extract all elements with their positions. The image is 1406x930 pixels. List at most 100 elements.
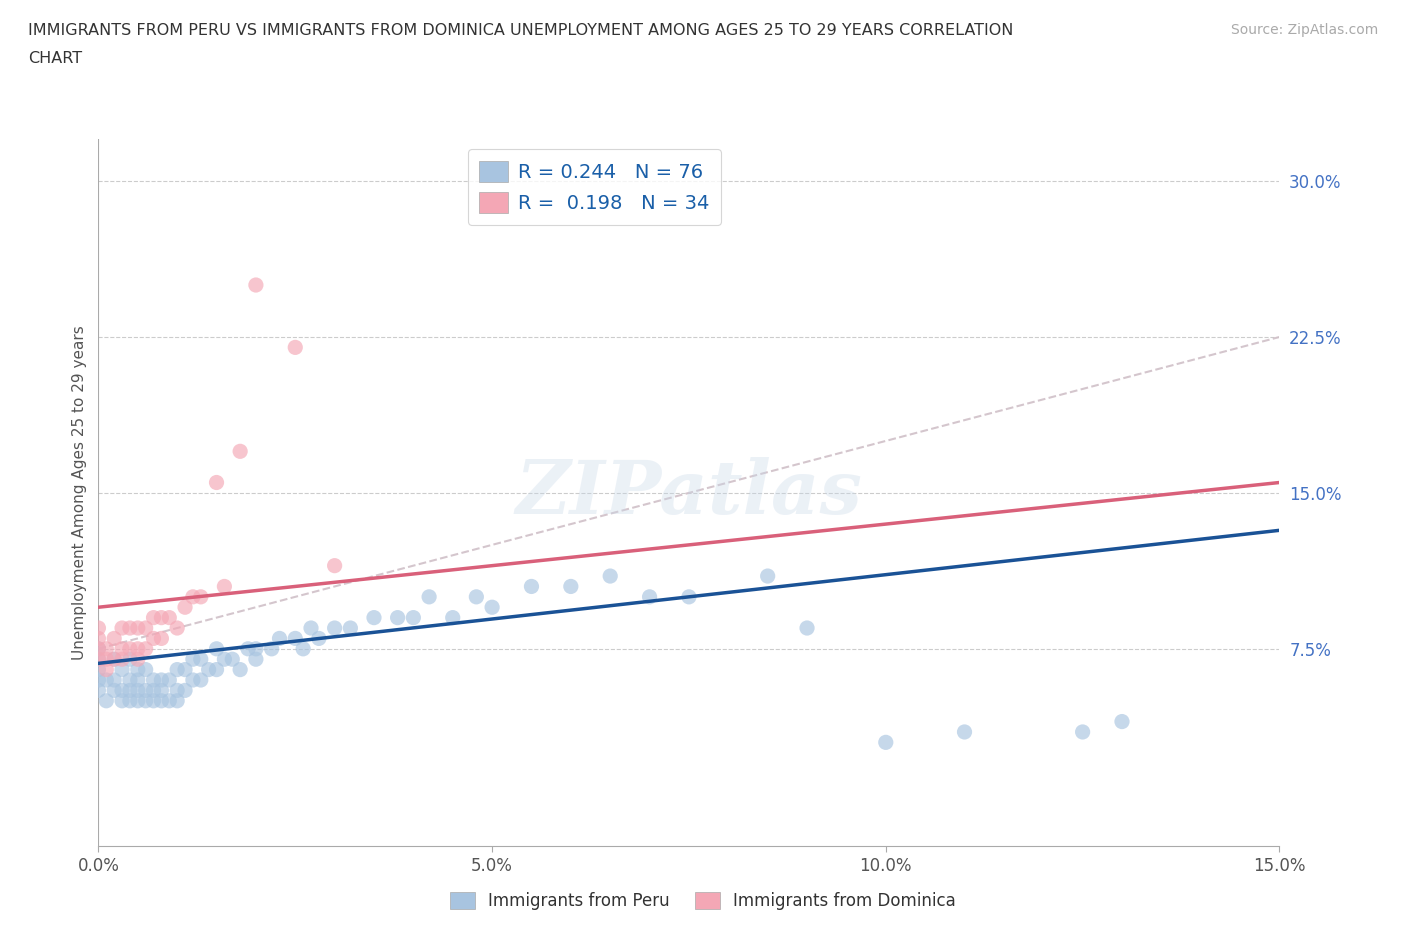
Point — [103, 631, 125, 645]
Point — [245, 277, 267, 292]
Legend: R = 0.244   N = 76, R =  0.198   N = 34: R = 0.244 N = 76, R = 0.198 N = 34 — [468, 149, 721, 225]
Point — [118, 694, 141, 709]
Point — [953, 724, 976, 739]
Point — [214, 579, 236, 594]
Point — [174, 662, 197, 677]
Point — [229, 444, 252, 458]
Point — [387, 610, 409, 625]
Point — [87, 672, 110, 687]
Point — [135, 642, 157, 657]
Point — [441, 610, 464, 625]
Point — [111, 642, 134, 657]
Point — [96, 652, 118, 667]
Point — [166, 620, 188, 635]
Point — [181, 652, 204, 667]
Point — [96, 642, 118, 657]
Text: ZIPatlas: ZIPatlas — [516, 457, 862, 529]
Point — [638, 590, 661, 604]
Point — [87, 631, 110, 645]
Point — [87, 652, 110, 667]
Text: Source: ZipAtlas.com: Source: ZipAtlas.com — [1230, 23, 1378, 37]
Point — [299, 620, 322, 635]
Point — [245, 642, 267, 657]
Point — [678, 590, 700, 604]
Point — [127, 652, 149, 667]
Point — [1111, 714, 1133, 729]
Point — [87, 620, 110, 635]
Point — [142, 683, 165, 698]
Point — [87, 683, 110, 698]
Point — [284, 340, 307, 355]
Point — [96, 662, 118, 677]
Legend: Immigrants from Peru, Immigrants from Dominica: Immigrants from Peru, Immigrants from Do… — [443, 885, 963, 917]
Point — [157, 610, 180, 625]
Point — [245, 652, 267, 667]
Point — [190, 652, 212, 667]
Point — [135, 683, 157, 698]
Point — [96, 672, 118, 687]
Point — [111, 683, 134, 698]
Point — [363, 610, 385, 625]
Point — [127, 672, 149, 687]
Point — [174, 600, 197, 615]
Point — [127, 642, 149, 657]
Point — [150, 683, 173, 698]
Point — [142, 694, 165, 709]
Point — [197, 662, 219, 677]
Point — [103, 652, 125, 667]
Point — [118, 683, 141, 698]
Point — [103, 652, 125, 667]
Point — [150, 672, 173, 687]
Point — [127, 620, 149, 635]
Point — [87, 662, 110, 677]
Point — [1071, 724, 1094, 739]
Point — [292, 642, 315, 657]
Point — [111, 662, 134, 677]
Point — [284, 631, 307, 645]
Point — [214, 652, 236, 667]
Point — [339, 620, 361, 635]
Point — [157, 694, 180, 709]
Point — [190, 672, 212, 687]
Point — [166, 662, 188, 677]
Text: IMMIGRANTS FROM PERU VS IMMIGRANTS FROM DOMINICA UNEMPLOYMENT AMONG AGES 25 TO 2: IMMIGRANTS FROM PERU VS IMMIGRANTS FROM … — [28, 23, 1014, 38]
Point — [796, 620, 818, 635]
Point — [135, 620, 157, 635]
Point — [166, 683, 188, 698]
Point — [190, 590, 212, 604]
Point — [150, 694, 173, 709]
Point — [150, 631, 173, 645]
Point — [323, 620, 346, 635]
Point — [205, 642, 228, 657]
Point — [418, 590, 440, 604]
Point — [142, 631, 165, 645]
Point — [520, 579, 543, 594]
Point — [599, 568, 621, 583]
Point — [308, 631, 330, 645]
Point — [103, 683, 125, 698]
Point — [111, 694, 134, 709]
Point — [465, 590, 488, 604]
Point — [229, 662, 252, 677]
Point — [323, 558, 346, 573]
Point — [96, 694, 118, 709]
Point — [181, 672, 204, 687]
Point — [221, 652, 243, 667]
Point — [150, 610, 173, 625]
Point — [118, 652, 141, 667]
Point — [236, 642, 259, 657]
Point — [875, 735, 897, 750]
Point — [111, 620, 134, 635]
Point — [142, 672, 165, 687]
Point — [205, 475, 228, 490]
Point — [111, 652, 134, 667]
Point — [166, 694, 188, 709]
Point — [402, 610, 425, 625]
Point — [157, 672, 180, 687]
Point — [756, 568, 779, 583]
Point — [87, 652, 110, 667]
Point — [118, 642, 141, 657]
Point — [205, 662, 228, 677]
Point — [127, 683, 149, 698]
Point — [142, 610, 165, 625]
